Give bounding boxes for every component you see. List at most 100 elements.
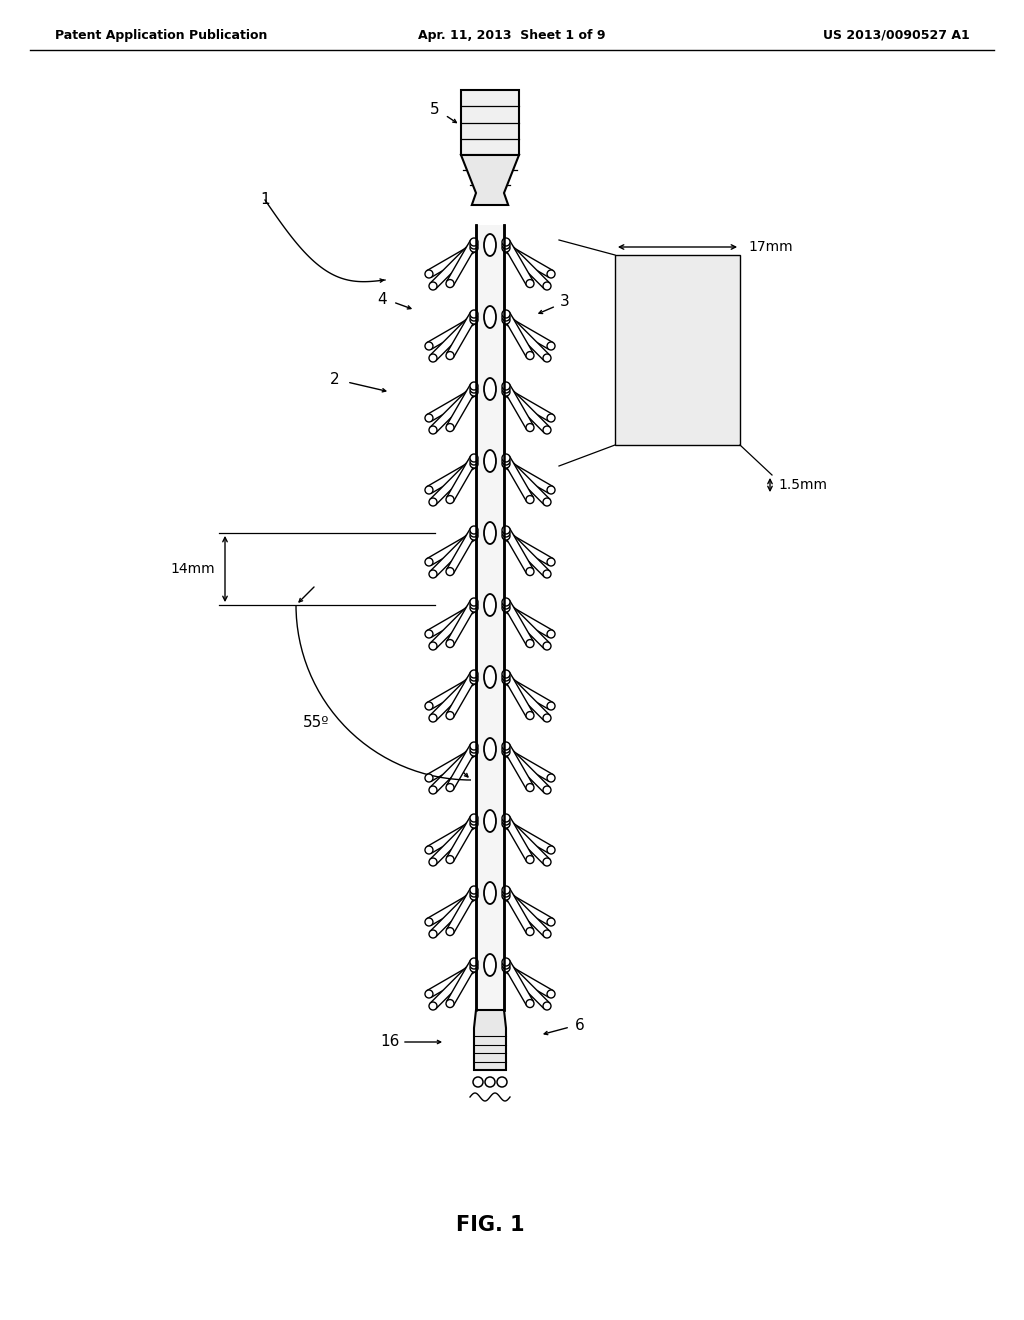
- Circle shape: [470, 310, 478, 318]
- Circle shape: [502, 313, 510, 321]
- Polygon shape: [504, 748, 553, 781]
- Circle shape: [470, 385, 478, 393]
- Circle shape: [547, 702, 555, 710]
- Polygon shape: [503, 531, 550, 577]
- Polygon shape: [503, 384, 534, 429]
- Polygon shape: [503, 312, 534, 358]
- Polygon shape: [503, 601, 534, 645]
- Polygon shape: [427, 605, 476, 638]
- Ellipse shape: [484, 954, 496, 975]
- Polygon shape: [503, 816, 534, 862]
- Circle shape: [526, 855, 534, 863]
- Circle shape: [470, 605, 478, 612]
- Text: 5: 5: [430, 103, 440, 117]
- Polygon shape: [427, 244, 476, 277]
- Ellipse shape: [484, 810, 496, 832]
- Text: 14mm: 14mm: [170, 562, 215, 576]
- Circle shape: [429, 642, 437, 649]
- Polygon shape: [427, 388, 476, 421]
- Circle shape: [470, 525, 478, 535]
- Polygon shape: [503, 672, 534, 718]
- Circle shape: [446, 568, 454, 576]
- Polygon shape: [504, 461, 553, 494]
- Polygon shape: [461, 154, 519, 205]
- Polygon shape: [427, 532, 476, 565]
- Polygon shape: [446, 601, 477, 645]
- Circle shape: [543, 498, 551, 506]
- Text: 55º: 55º: [303, 715, 330, 730]
- Polygon shape: [430, 387, 477, 433]
- Polygon shape: [504, 677, 553, 709]
- Circle shape: [470, 242, 478, 249]
- Polygon shape: [446, 240, 477, 285]
- Circle shape: [526, 495, 534, 503]
- Ellipse shape: [484, 738, 496, 760]
- Polygon shape: [503, 744, 534, 789]
- Polygon shape: [427, 677, 476, 709]
- Ellipse shape: [484, 234, 496, 256]
- Circle shape: [502, 242, 510, 249]
- Polygon shape: [503, 960, 534, 1006]
- Circle shape: [429, 498, 437, 506]
- Circle shape: [429, 570, 437, 578]
- Circle shape: [446, 351, 454, 359]
- Polygon shape: [430, 531, 477, 577]
- Circle shape: [446, 640, 454, 648]
- Ellipse shape: [484, 882, 496, 904]
- Circle shape: [502, 820, 510, 828]
- Ellipse shape: [484, 378, 496, 400]
- Circle shape: [502, 605, 510, 612]
- Polygon shape: [427, 461, 476, 494]
- Polygon shape: [446, 455, 477, 502]
- Circle shape: [502, 673, 510, 681]
- Circle shape: [502, 748, 510, 756]
- Circle shape: [429, 714, 437, 722]
- Circle shape: [526, 424, 534, 432]
- Circle shape: [543, 642, 551, 649]
- Circle shape: [502, 964, 510, 972]
- Circle shape: [446, 999, 454, 1007]
- Text: Apr. 11, 2013  Sheet 1 of 9: Apr. 11, 2013 Sheet 1 of 9: [418, 29, 606, 41]
- Polygon shape: [503, 242, 550, 289]
- Circle shape: [429, 785, 437, 795]
- Polygon shape: [503, 455, 534, 502]
- Circle shape: [526, 568, 534, 576]
- Circle shape: [470, 532, 478, 540]
- Circle shape: [470, 673, 478, 681]
- Circle shape: [543, 858, 551, 866]
- Polygon shape: [503, 528, 534, 574]
- Circle shape: [502, 744, 510, 752]
- Polygon shape: [446, 744, 477, 789]
- Polygon shape: [430, 746, 477, 793]
- Circle shape: [502, 888, 510, 898]
- Circle shape: [429, 1002, 437, 1010]
- Circle shape: [526, 999, 534, 1007]
- Circle shape: [429, 354, 437, 362]
- Circle shape: [502, 601, 510, 609]
- Polygon shape: [427, 317, 476, 350]
- Circle shape: [526, 351, 534, 359]
- Circle shape: [502, 388, 510, 396]
- Polygon shape: [503, 314, 550, 360]
- Circle shape: [446, 424, 454, 432]
- Circle shape: [473, 1077, 483, 1086]
- Polygon shape: [430, 675, 477, 721]
- Circle shape: [497, 1077, 507, 1086]
- Ellipse shape: [484, 450, 496, 473]
- Circle shape: [543, 354, 551, 362]
- Circle shape: [429, 426, 437, 434]
- Circle shape: [470, 742, 478, 750]
- Polygon shape: [474, 1010, 506, 1071]
- Polygon shape: [446, 384, 477, 429]
- Circle shape: [547, 271, 555, 279]
- Circle shape: [470, 817, 478, 825]
- Text: 16: 16: [380, 1035, 399, 1049]
- Circle shape: [547, 558, 555, 566]
- Circle shape: [425, 342, 433, 350]
- Polygon shape: [503, 888, 534, 933]
- Circle shape: [547, 630, 555, 638]
- Polygon shape: [446, 672, 477, 718]
- Polygon shape: [615, 255, 740, 445]
- Circle shape: [446, 495, 454, 503]
- Circle shape: [502, 310, 510, 318]
